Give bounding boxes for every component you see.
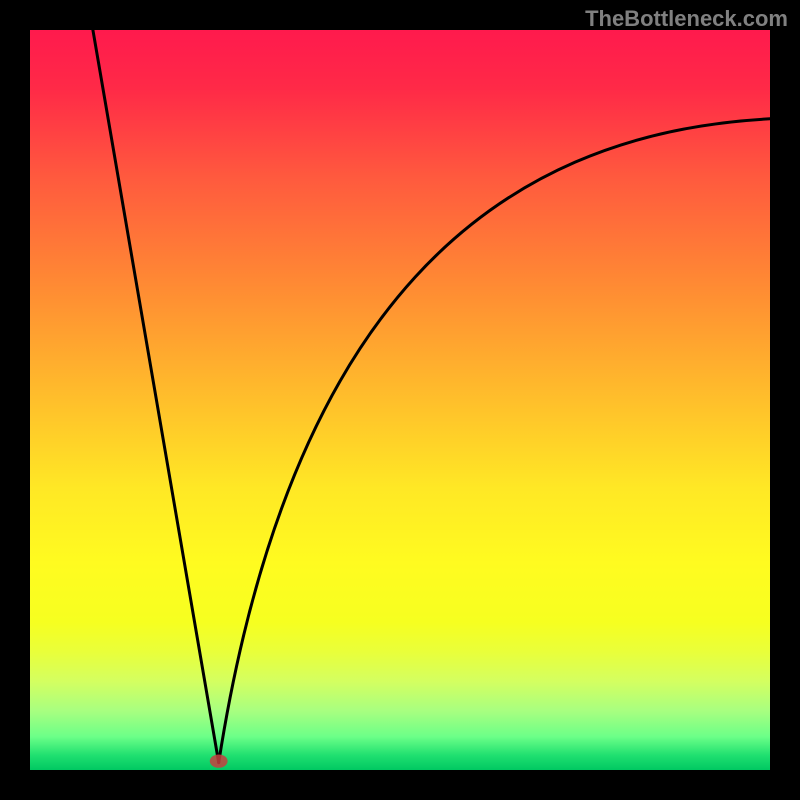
minimum-marker bbox=[210, 754, 228, 767]
chart-svg bbox=[30, 30, 770, 770]
watermark-label: TheBottleneck.com bbox=[585, 6, 788, 32]
plot-area bbox=[30, 30, 770, 770]
chart-container: TheBottleneck.com bbox=[0, 0, 800, 800]
gradient-background bbox=[30, 30, 770, 770]
